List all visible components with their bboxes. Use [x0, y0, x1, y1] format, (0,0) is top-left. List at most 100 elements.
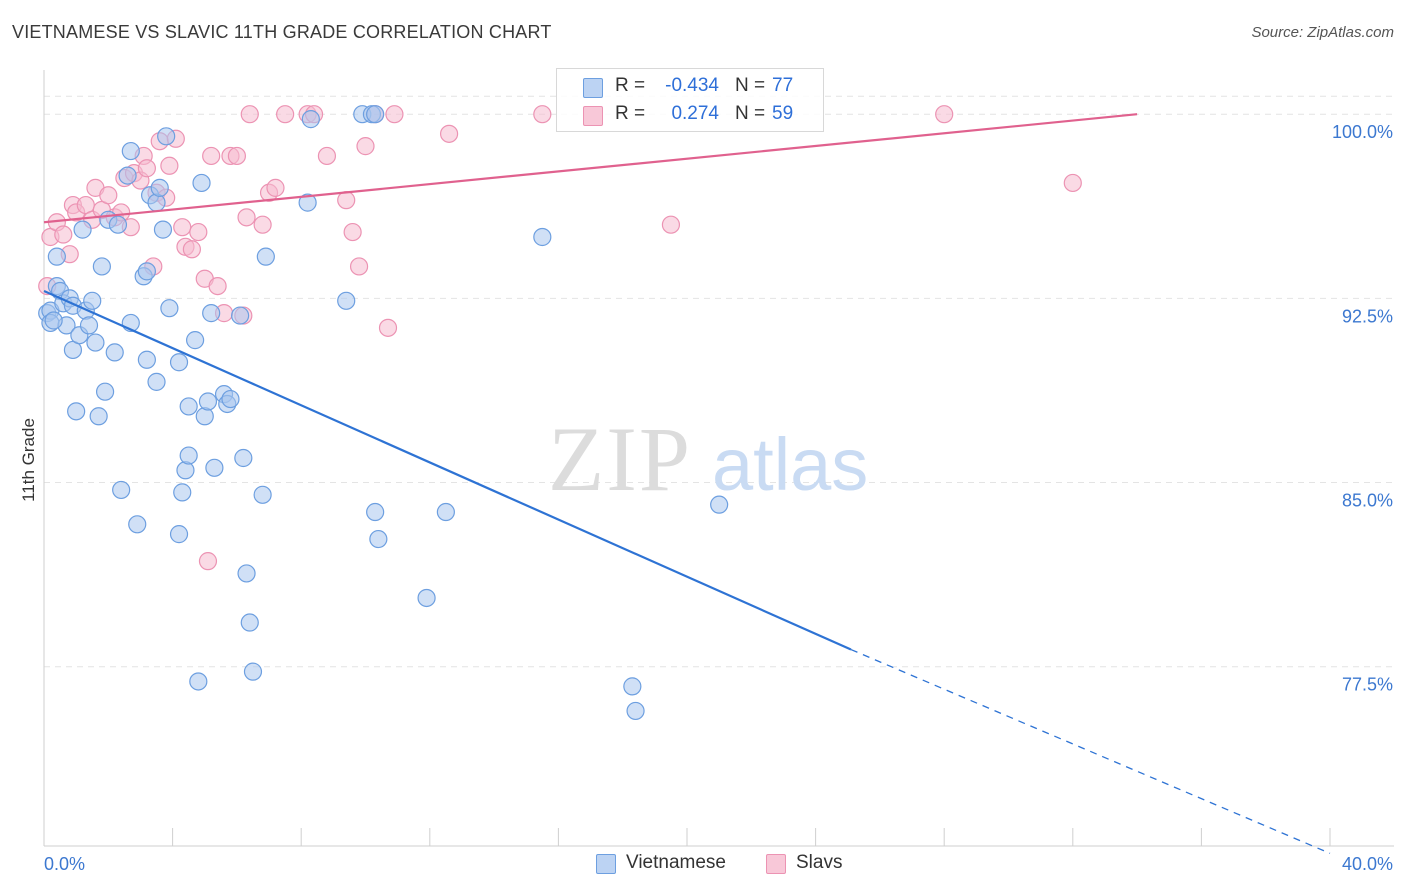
slavs-point — [202, 146, 221, 166]
watermark-atlas: atlas — [712, 423, 868, 506]
y-tick-label: 85.0% — [1342, 491, 1393, 511]
vietnamese-point — [153, 220, 173, 239]
slavs-legend-label: Slavs — [796, 852, 843, 873]
vietnamese-point — [86, 333, 105, 352]
vietnamese-point — [710, 495, 729, 514]
legend-r-label: R = — [615, 75, 646, 96]
slavs-point — [208, 277, 227, 296]
slavs-point — [137, 159, 156, 178]
slavs-point — [356, 137, 375, 156]
legend-n-label: N = — [735, 103, 766, 124]
vietnamese-trendline-extension — [850, 648, 1331, 854]
slavs-point — [343, 222, 362, 242]
vietnamese-point — [105, 343, 124, 362]
vietnamese-point — [95, 382, 115, 401]
legend-n-value: 59 — [772, 103, 794, 124]
vietnamese-point — [147, 193, 166, 212]
vietnamese-point — [147, 372, 166, 391]
vietnamese-point — [121, 141, 140, 161]
vietnamese-point — [240, 613, 259, 632]
vietnamese-point — [44, 311, 63, 330]
vietnamese-point — [237, 564, 256, 583]
vietnamese-point — [192, 173, 211, 193]
y-tick-label: 100.0% — [1332, 122, 1393, 142]
slavs-point — [189, 222, 208, 242]
vietnamese-legend-label: Vietnamese — [626, 852, 726, 873]
slavs-swatch — [583, 106, 603, 126]
watermark: ZIP atlas — [548, 408, 868, 510]
slavs-point — [253, 215, 272, 234]
source-label: Source: ZipAtlas.com — [1251, 24, 1394, 41]
x-tick-label: 0.0% — [44, 854, 85, 874]
vietnamese-point — [298, 193, 317, 212]
vietnamese-point — [366, 502, 385, 522]
vietnamese-point — [179, 397, 198, 416]
vietnamese-point — [337, 291, 356, 310]
vietnamese-point — [79, 316, 99, 335]
x-tick-label: 40.0% — [1342, 854, 1393, 874]
slavs-point — [237, 208, 256, 227]
vietnamese-point — [169, 353, 189, 372]
legend-n-value: 77 — [772, 75, 794, 96]
slavs-point — [317, 146, 337, 166]
watermark-zip: ZIP — [548, 408, 692, 510]
vietnamese-point — [623, 677, 642, 696]
slavs-point — [227, 146, 246, 166]
vietnamese-legend-swatch — [596, 854, 616, 874]
vietnamese-point — [83, 291, 102, 310]
vietnamese-point — [189, 672, 208, 691]
y-tick-label: 92.5% — [1342, 306, 1393, 326]
legend-n-label: N = — [735, 75, 766, 96]
slavs-point — [99, 186, 118, 205]
legend-r-label: R = — [615, 103, 646, 124]
vietnamese-point — [198, 392, 218, 411]
vietnamese-point — [157, 127, 176, 146]
vietnamese-trendline — [43, 290, 852, 651]
vietnamese-point — [369, 529, 388, 549]
vietnamese-point — [176, 461, 195, 480]
vietnamese-point — [626, 701, 645, 721]
vietnamese-point — [137, 262, 156, 281]
slavs-point — [240, 105, 259, 124]
vietnamese-point — [179, 446, 198, 465]
slavs-legend-swatch — [766, 854, 786, 874]
legend-row-slavs: R = 0.274 N = 59 — [557, 101, 823, 129]
points-layer — [38, 105, 1082, 721]
vietnamese-point — [128, 515, 147, 534]
vietnamese-point — [234, 448, 253, 468]
vietnamese-swatch — [583, 78, 603, 98]
vietnamese-point — [137, 350, 156, 369]
vietnamese-point — [89, 407, 108, 426]
slavs-point — [54, 225, 73, 244]
correlation-legend: R = -0.434 N = 77 R = 0.274 N = 59 — [556, 68, 824, 132]
vietnamese-point — [256, 247, 275, 266]
vietnamese-point — [108, 215, 128, 234]
label-layer: 77.5% 85.0% 92.5% 100.0% 0.0% 40.0% — [44, 122, 1393, 874]
legend-row-vietnamese: R = -0.434 N = 77 — [557, 73, 823, 101]
slavs-point — [533, 105, 552, 124]
vietnamese-point — [195, 407, 214, 426]
vietnamese-point — [186, 331, 205, 350]
slavs-point — [276, 105, 295, 124]
legend-r-value: 0.274 — [671, 103, 719, 124]
slavs-point — [266, 178, 285, 197]
vietnamese-point — [231, 306, 250, 325]
trend-layer — [43, 113, 1331, 854]
slavs-point — [378, 318, 398, 337]
slavs-point — [198, 552, 218, 571]
vietnamese-point — [301, 110, 320, 129]
vietnamese-point — [221, 389, 240, 409]
chart-title: VIETNAMESE VS SLAVIC 11TH GRADE CORRELAT… — [12, 22, 552, 42]
y-tick-label: 77.5% — [1342, 675, 1393, 695]
axis-layer — [43, 70, 1394, 847]
vietnamese-point — [366, 105, 385, 124]
vietnamese-point — [150, 178, 169, 197]
vietnamese-point — [253, 485, 272, 504]
vietnamese-point — [47, 247, 66, 266]
slavs-point — [1063, 173, 1082, 193]
slavs-point — [173, 218, 192, 237]
slavs-point — [160, 156, 179, 175]
vietnamese-point — [202, 304, 221, 323]
vietnamese-point — [160, 299, 179, 318]
